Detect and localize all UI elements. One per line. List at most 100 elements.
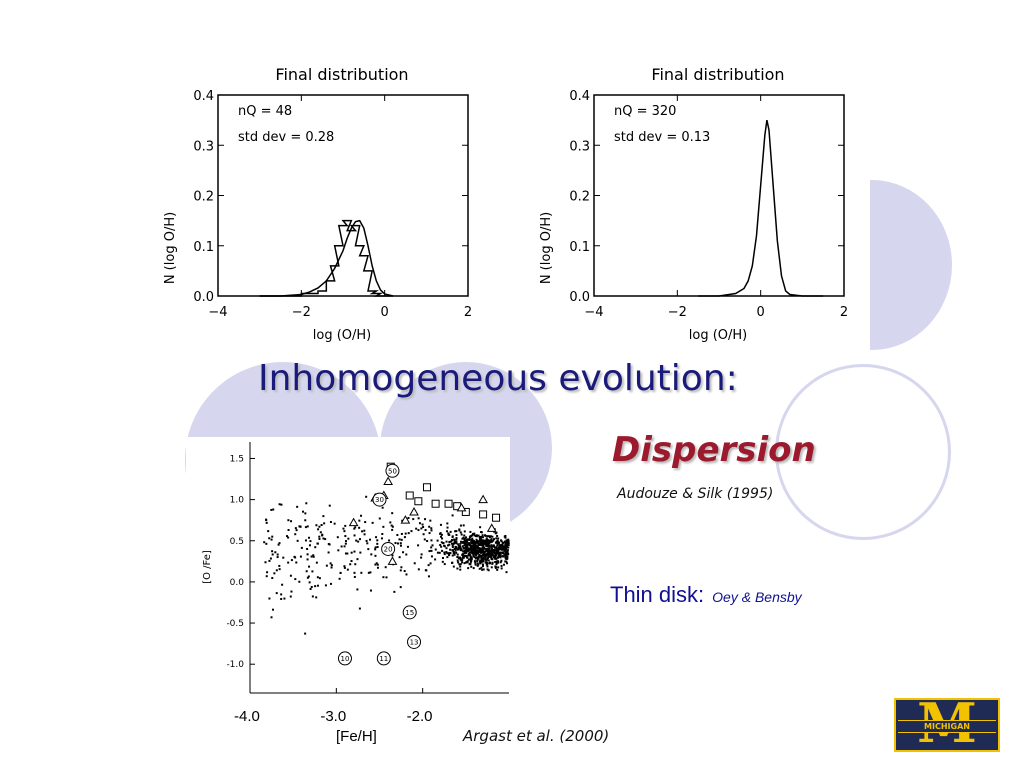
scatter-point xyxy=(283,597,286,600)
scatter-point xyxy=(495,563,498,566)
scatter-point xyxy=(496,539,499,542)
scatter-point xyxy=(364,521,367,524)
scatter-point xyxy=(503,546,506,549)
scatter-point xyxy=(488,551,491,554)
scatter-point xyxy=(367,548,370,551)
scatter-point xyxy=(504,541,507,544)
scatter-point xyxy=(431,544,434,547)
scatter-point xyxy=(461,561,464,564)
scatter-point xyxy=(502,563,505,566)
scatter-point xyxy=(446,556,449,559)
scatter-point xyxy=(343,566,346,569)
scatter-point xyxy=(312,555,315,558)
scatter-point xyxy=(460,549,463,552)
scatter-point xyxy=(271,577,274,580)
scatter-point xyxy=(398,556,401,559)
scatter-point xyxy=(494,532,497,535)
scatter-point xyxy=(466,560,469,563)
scatter-point xyxy=(318,537,321,540)
scatter-point xyxy=(302,510,305,513)
scatter-point xyxy=(391,525,394,528)
scatter-point xyxy=(475,546,478,549)
scatter-point xyxy=(476,556,479,559)
scatter-point xyxy=(385,576,388,579)
scatter-point xyxy=(505,558,508,561)
scatter-point xyxy=(445,540,448,543)
scatter-point xyxy=(453,553,456,556)
scatter-point xyxy=(490,555,493,558)
scatter-point xyxy=(265,521,268,524)
scatter-point xyxy=(440,533,443,536)
scatter-point xyxy=(391,554,394,557)
scatter-point xyxy=(504,556,507,559)
scatter-point xyxy=(308,565,311,568)
scatter-point xyxy=(317,528,320,531)
scatter-point xyxy=(424,518,427,521)
logo-wordmark: MICHIGAN xyxy=(898,720,996,733)
scatter-point xyxy=(483,553,486,556)
scatter-point xyxy=(353,571,356,574)
scatter-point xyxy=(486,565,489,568)
scatter-point xyxy=(287,536,290,539)
scatter-point xyxy=(467,538,470,541)
scatter-point xyxy=(396,542,399,545)
scatter-point xyxy=(482,550,485,553)
scatter-point xyxy=(486,549,489,552)
scatter-point xyxy=(453,539,456,542)
scatter-point xyxy=(276,556,279,559)
scatter-point xyxy=(460,533,463,536)
circled-label-text: 11 xyxy=(379,655,388,663)
scatter-point xyxy=(280,597,283,600)
scatter-point xyxy=(344,552,347,555)
scatter-point xyxy=(455,533,458,536)
scatter-point xyxy=(503,535,506,538)
scatter-point xyxy=(481,548,484,551)
scatter-point xyxy=(398,538,401,541)
scatter-point xyxy=(470,541,473,544)
scatter-point xyxy=(448,552,451,555)
scatter-point xyxy=(467,542,470,545)
scatter-point xyxy=(471,551,474,554)
scatter-point xyxy=(366,542,369,545)
scatter-point xyxy=(469,557,472,560)
scatter-point xyxy=(400,566,403,569)
scatter-point xyxy=(480,556,483,559)
scatter-point xyxy=(305,570,308,573)
triangle-marker xyxy=(409,506,419,516)
scatter-point xyxy=(506,556,509,559)
scatter-point xyxy=(475,538,478,541)
scatter-point xyxy=(407,532,410,535)
scatter-point xyxy=(294,556,297,559)
scatter-point xyxy=(340,545,343,548)
scatter-point xyxy=(450,540,453,543)
scatter-point xyxy=(469,546,472,549)
scatter-point xyxy=(358,526,361,529)
scatter-point xyxy=(459,542,462,545)
scatter-point xyxy=(494,557,497,560)
scatter-point xyxy=(314,585,317,588)
scatter-point xyxy=(265,575,268,578)
scatter-point xyxy=(427,564,430,567)
scatter-point xyxy=(496,552,499,555)
scatter-point xyxy=(287,561,290,564)
scatter-point xyxy=(329,520,332,523)
scatter-point xyxy=(281,583,284,586)
scatter-point xyxy=(456,567,459,570)
scatter-point xyxy=(488,547,491,550)
scatter-point xyxy=(310,555,313,558)
scatter-point xyxy=(315,596,318,599)
scatter-point xyxy=(493,555,496,558)
scatter-point xyxy=(420,527,423,530)
scatter-point xyxy=(443,553,446,556)
chart-title: Final distribution xyxy=(651,65,784,84)
scatter-point xyxy=(365,495,368,498)
scatter-point xyxy=(474,541,477,544)
scatter-point xyxy=(271,550,274,553)
scatter-point xyxy=(455,540,458,543)
scatter-point xyxy=(468,548,471,551)
scatter-point xyxy=(463,562,466,565)
scatter-point xyxy=(390,524,393,527)
scatter-point xyxy=(363,529,366,532)
scatter-point xyxy=(461,537,464,540)
scatter-point xyxy=(481,534,484,537)
